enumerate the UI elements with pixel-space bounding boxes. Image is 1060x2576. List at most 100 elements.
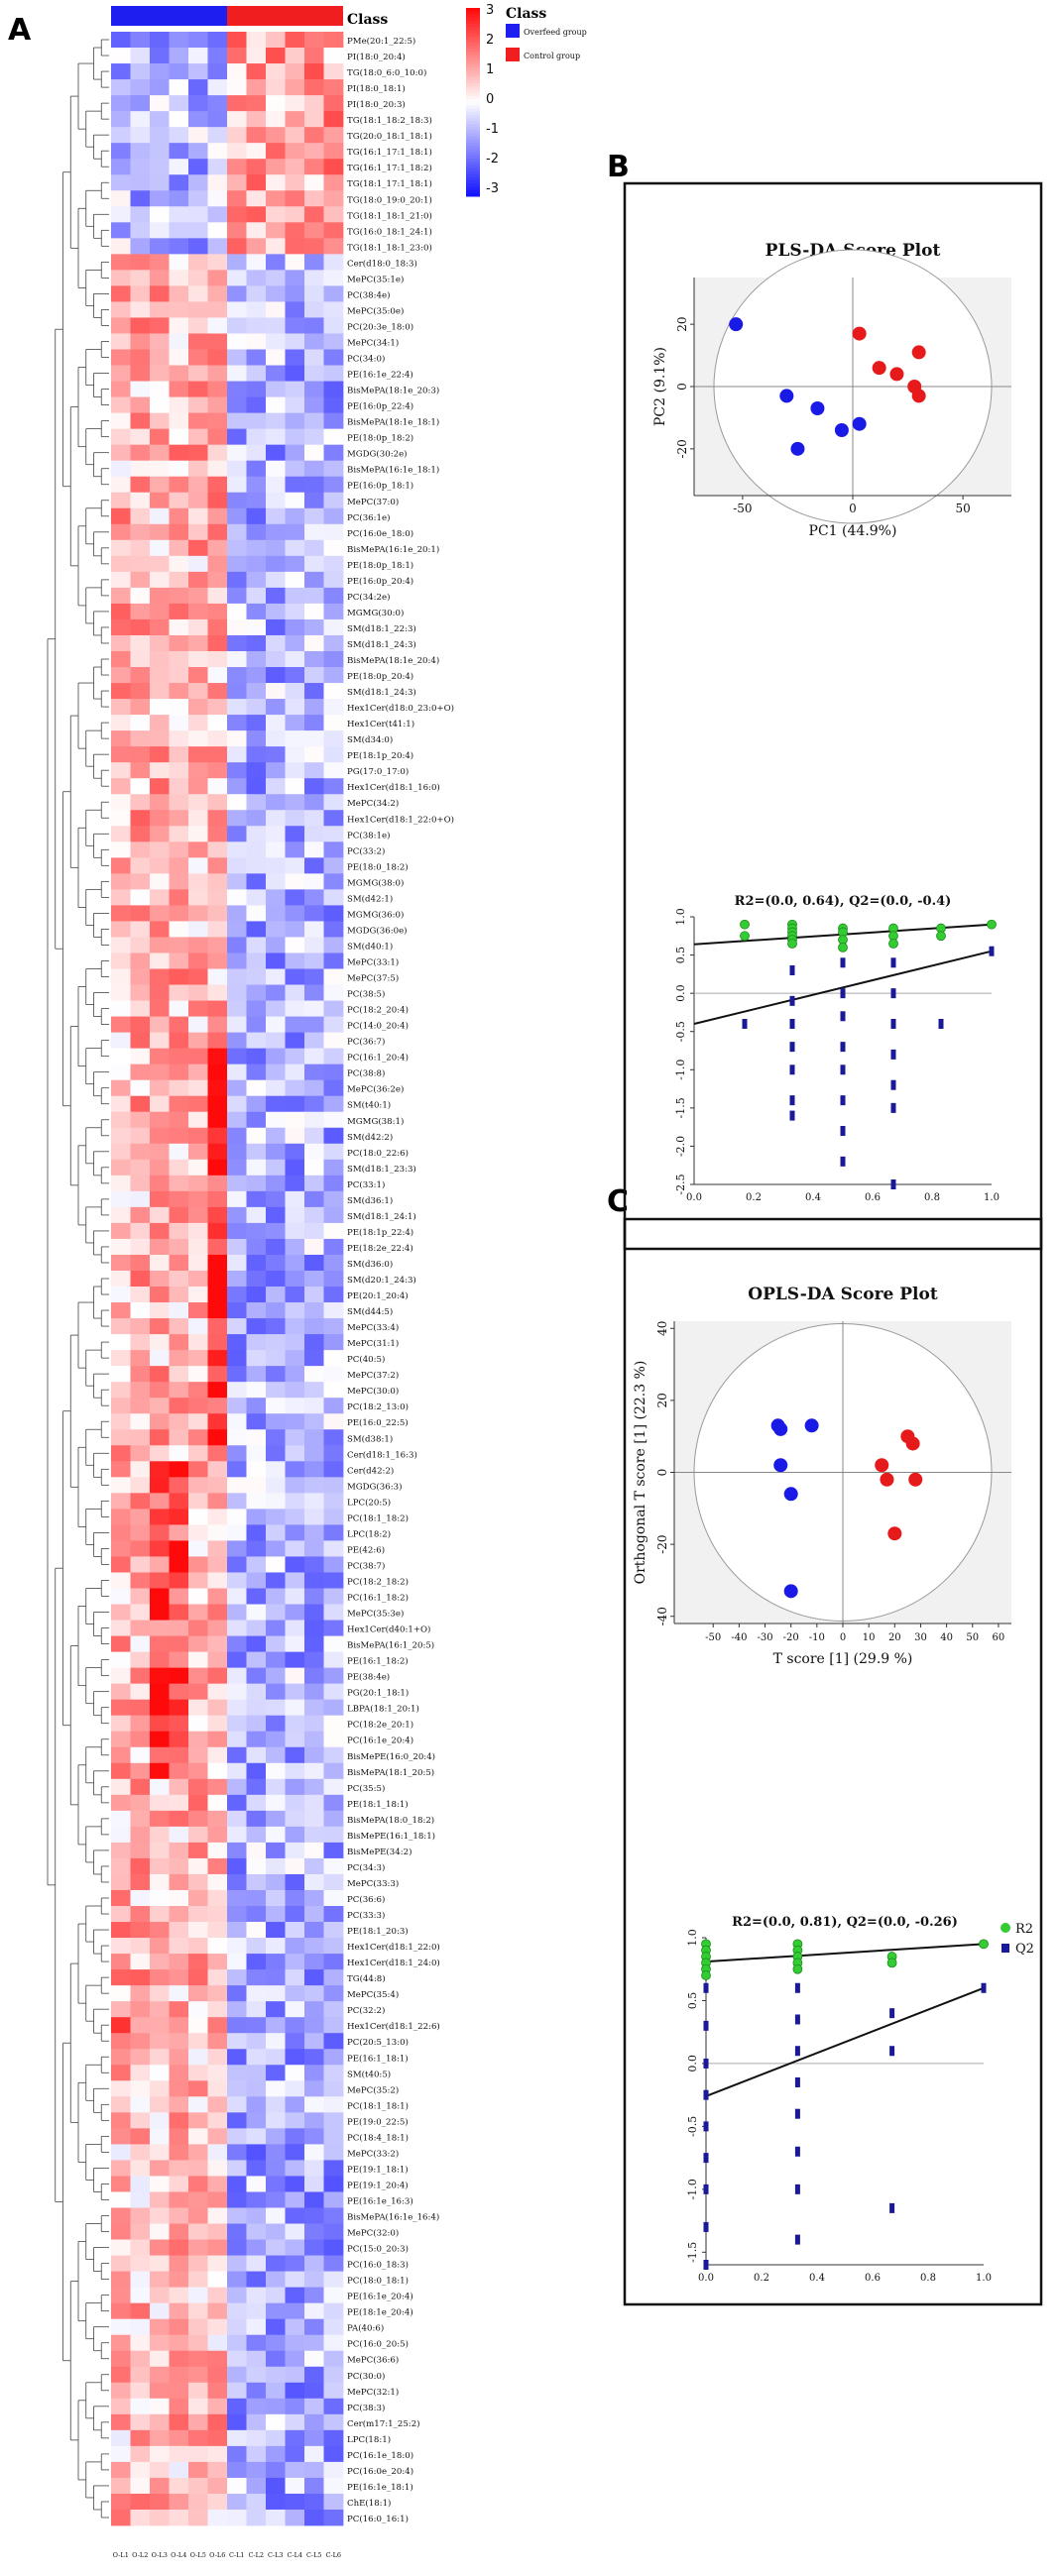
heatmap-cell: [266, 2366, 286, 2384]
heatmap-cell: [266, 2191, 286, 2208]
heatmap-cell: [323, 2429, 344, 2447]
colorbar-segment: [466, 192, 480, 197]
heatmap-cell: [285, 444, 305, 462]
heatmap-cell: [246, 2382, 267, 2400]
heatmap-cell: [130, 1064, 151, 1081]
heatmap-cell: [266, 1826, 286, 1844]
heatmap-cell: [150, 1731, 170, 1748]
row-label: PC(16:1e_20:4): [347, 1736, 413, 1746]
heatmap-cell: [207, 889, 228, 906]
heatmap-cell: [150, 1127, 170, 1145]
heatmap-cell: [207, 1922, 228, 1939]
x-tick-label: 0.2: [746, 1192, 762, 1203]
heatmap-cell: [150, 1366, 170, 1383]
heatmap-cell: [188, 1556, 208, 1573]
heatmap-cell: [304, 1651, 324, 1669]
heatmap-cell: [150, 1079, 170, 1097]
heatmap-cell: [169, 555, 189, 573]
heatmap-cell: [188, 1175, 208, 1192]
heatmap-cell: [227, 1746, 247, 1764]
heatmap-cell: [169, 746, 189, 763]
colorbar-segment: [466, 186, 480, 191]
heatmap-cell: [169, 2334, 189, 2352]
heatmap-cell: [285, 762, 305, 779]
row-label: PC(18:1_18:1): [347, 2100, 409, 2111]
heatmap-cell: [150, 746, 170, 763]
heatmap-cell: [227, 555, 247, 573]
heatmap-cell: [323, 2255, 344, 2272]
heatmap-cell: [285, 1398, 305, 1414]
heatmap-cell: [169, 2287, 189, 2304]
heatmap-cell: [227, 317, 247, 334]
heatmap-cell: [285, 1334, 305, 1351]
heatmap-cell: [169, 810, 189, 827]
heatmap-cell: [266, 48, 286, 64]
heatmap-cell: [266, 1873, 286, 1891]
heatmap-cell: [246, 778, 267, 795]
heatmap-cell: [227, 2001, 247, 2018]
heatmap-cell: [304, 301, 324, 318]
heatmap-cell: [285, 667, 305, 684]
heatmap-cell: [130, 952, 151, 969]
heatmap-cell: [130, 730, 151, 747]
heatmap-cell: [111, 1079, 131, 1097]
heatmap-cell: [188, 937, 208, 953]
row-label: SM(d18:1_24:1): [347, 1211, 416, 1222]
heatmap-cell: [188, 476, 208, 494]
heatmap-cell: [285, 523, 305, 541]
heatmap-cell: [111, 1032, 131, 1050]
heatmap-cell: [188, 2128, 208, 2145]
heatmap-cell: [266, 1922, 286, 1939]
heatmap-cell: [304, 1715, 324, 1733]
heatmap-cell: [266, 1238, 286, 1256]
heatmap-cell: [304, 841, 324, 858]
heatmap-cell: [111, 301, 131, 318]
heatmap-cell: [130, 95, 151, 112]
heatmap-cell: [285, 48, 305, 64]
heatmap-cell: [323, 1190, 344, 1208]
heatmap-cell: [169, 2398, 189, 2415]
heatmap-cell: [188, 1127, 208, 1145]
colorbar-segment: [466, 146, 480, 150]
heatmap-cell: [323, 460, 344, 478]
heatmap-cell: [169, 603, 189, 620]
heatmap-cell: [227, 730, 247, 747]
heatmap-cell: [169, 1985, 189, 2002]
heatmap-cell: [266, 571, 286, 589]
colorbar-tick: -1: [486, 122, 499, 137]
heatmap-cell: [169, 2255, 189, 2272]
heatmap-cell: [285, 2049, 305, 2066]
colorbar-segment: [466, 76, 480, 81]
heatmap-cell: [323, 2112, 344, 2129]
heatmap-cell: [207, 2239, 228, 2256]
heatmap-cell: [304, 412, 324, 430]
heatmap-cell: [323, 1127, 344, 1145]
heatmap-cell: [169, 1906, 189, 1923]
heatmap-cell: [323, 95, 344, 112]
heatmap-cell: [150, 841, 170, 858]
heatmap-cell: [169, 143, 189, 160]
heatmap-cell: [150, 2033, 170, 2050]
heatmap-cell: [130, 1651, 151, 1669]
heatmap-cell: [266, 1095, 286, 1113]
heatmap-cell: [207, 238, 228, 255]
heatmap-cell: [304, 2366, 324, 2384]
heatmap-cell: [246, 523, 267, 541]
heatmap-cell: [130, 2445, 151, 2463]
column-label: C-L5: [306, 2551, 322, 2559]
heatmap-cell: [150, 301, 170, 318]
heatmap-cell: [266, 555, 286, 573]
heatmap-cell: [188, 2017, 208, 2034]
heatmap-cell: [150, 1746, 170, 1764]
heatmap-cell: [246, 2493, 267, 2511]
heatmap-cell: [266, 1111, 286, 1129]
heatmap-cell: [227, 1620, 247, 1636]
heatmap-cell: [227, 2017, 247, 2034]
heatmap-cell: [304, 667, 324, 684]
heatmap-cell: [323, 1143, 344, 1161]
heatmap-cell: [188, 222, 208, 239]
heatmap-cell: [304, 1683, 324, 1701]
y-tick-label: 0.0: [686, 2055, 699, 2072]
heatmap-cell: [130, 921, 151, 938]
row-label: MePC(37:0): [347, 497, 399, 507]
